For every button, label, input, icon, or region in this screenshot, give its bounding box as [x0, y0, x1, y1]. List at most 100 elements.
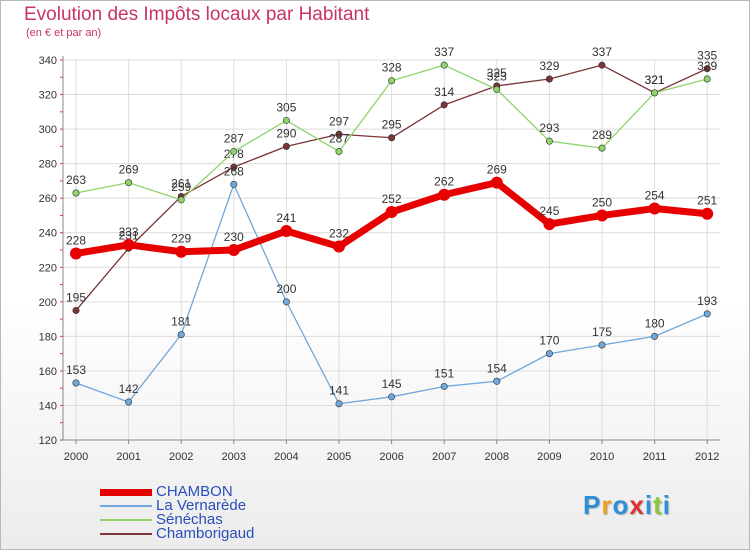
data-point — [177, 331, 185, 339]
data-label: 290 — [276, 126, 296, 140]
y-tick-label: 200 — [39, 297, 57, 309]
legend-label: Chamborigaud — [156, 525, 255, 542]
data-point — [385, 206, 398, 218]
data-point — [335, 148, 343, 156]
y-tick-label: 240 — [39, 228, 57, 240]
x-tick-label: 2004 — [274, 451, 298, 463]
data-label: 254 — [645, 189, 665, 203]
y-tick-label: 340 — [39, 55, 57, 67]
data-label: 335 — [697, 49, 717, 63]
data-point — [280, 225, 293, 237]
data-point — [545, 350, 553, 358]
data-label: 337 — [434, 45, 454, 59]
data-label: 180 — [645, 316, 665, 330]
logo-letter: i — [644, 490, 654, 520]
y-tick-label: 260 — [39, 193, 57, 205]
y-tick-label: 300 — [39, 124, 57, 136]
logo-letter: x — [629, 490, 645, 520]
data-point — [701, 207, 714, 220]
data-label: 325 — [487, 66, 507, 80]
data-label: 259 — [171, 180, 191, 194]
data-point — [282, 142, 290, 150]
chart-title: Evolution des Impôts locaux par Habitant — [24, 4, 370, 25]
data-point — [440, 61, 448, 69]
data-label: 269 — [487, 163, 507, 177]
data-point — [598, 61, 606, 69]
data-label: 337 — [592, 45, 612, 59]
data-label: 151 — [434, 366, 454, 380]
data-point — [230, 148, 238, 156]
data-point — [493, 377, 501, 385]
y-tick-label: 180 — [39, 331, 57, 343]
data-label: 305 — [276, 100, 296, 114]
legend-swatch — [100, 505, 152, 507]
data-point — [125, 398, 133, 406]
data-point — [545, 137, 553, 145]
data-point — [438, 188, 451, 201]
data-label: 323 — [487, 69, 507, 83]
data-point — [335, 400, 343, 408]
data-label: 175 — [592, 325, 612, 339]
data-point — [125, 179, 133, 187]
data-label: 195 — [66, 290, 86, 304]
data-point — [282, 298, 290, 306]
legend-swatch — [100, 519, 152, 521]
data-label: 251 — [697, 194, 717, 208]
data-label: 241 — [276, 211, 296, 225]
y-tick-label: 320 — [39, 90, 57, 102]
y-tick-label: 220 — [39, 262, 57, 274]
data-point — [122, 238, 135, 251]
data-label: 228 — [66, 233, 86, 247]
y-tick-label: 140 — [39, 400, 57, 412]
x-tick-label: 2007 — [432, 451, 456, 463]
data-label: 328 — [382, 61, 402, 75]
data-label: 329 — [539, 59, 559, 73]
data-label: 145 — [382, 377, 402, 391]
data-label: 329 — [697, 59, 717, 73]
data-label: 229 — [171, 232, 191, 246]
data-point — [490, 176, 503, 189]
data-label: 314 — [434, 85, 454, 99]
y-tick-label: 120 — [39, 435, 57, 447]
proxiti-logo: Proxiti — [583, 490, 671, 521]
data-point — [177, 196, 185, 204]
data-point — [651, 332, 659, 340]
x-tick-label: 2006 — [379, 451, 403, 463]
data-point — [545, 75, 553, 83]
data-point — [388, 77, 396, 85]
logo-letter: o — [612, 490, 630, 520]
data-label: 321 — [645, 73, 665, 87]
x-tick-label: 2001 — [116, 451, 140, 463]
data-label: 289 — [592, 128, 612, 142]
data-point — [703, 75, 711, 83]
x-tick-label: 2003 — [222, 451, 246, 463]
x-tick-label: 2009 — [537, 451, 561, 463]
data-label: 233 — [119, 225, 139, 239]
data-label: 321 — [645, 73, 665, 87]
data-label: 231 — [119, 228, 139, 242]
data-point — [72, 189, 80, 197]
data-point — [596, 209, 608, 222]
data-point — [335, 130, 343, 138]
data-point — [543, 218, 556, 231]
legend-label: CHAMBON — [156, 483, 233, 500]
data-point — [175, 245, 188, 258]
data-label: 232 — [329, 227, 349, 241]
logo-letter: i — [662, 490, 671, 520]
data-label: 287 — [329, 132, 349, 146]
data-label: 293 — [539, 121, 559, 135]
x-tick-label: 2012 — [695, 451, 719, 463]
data-point — [440, 101, 448, 109]
data-point — [333, 240, 345, 253]
data-point — [703, 310, 711, 318]
chart-subtitle: (en € et par an) — [26, 27, 102, 39]
data-point — [651, 89, 659, 97]
x-tick-label: 2008 — [485, 451, 509, 463]
data-label: 250 — [592, 195, 612, 209]
data-label: 261 — [171, 176, 191, 190]
data-point — [598, 144, 606, 152]
x-tick-label: 2010 — [590, 451, 614, 463]
data-label: 269 — [119, 163, 139, 177]
